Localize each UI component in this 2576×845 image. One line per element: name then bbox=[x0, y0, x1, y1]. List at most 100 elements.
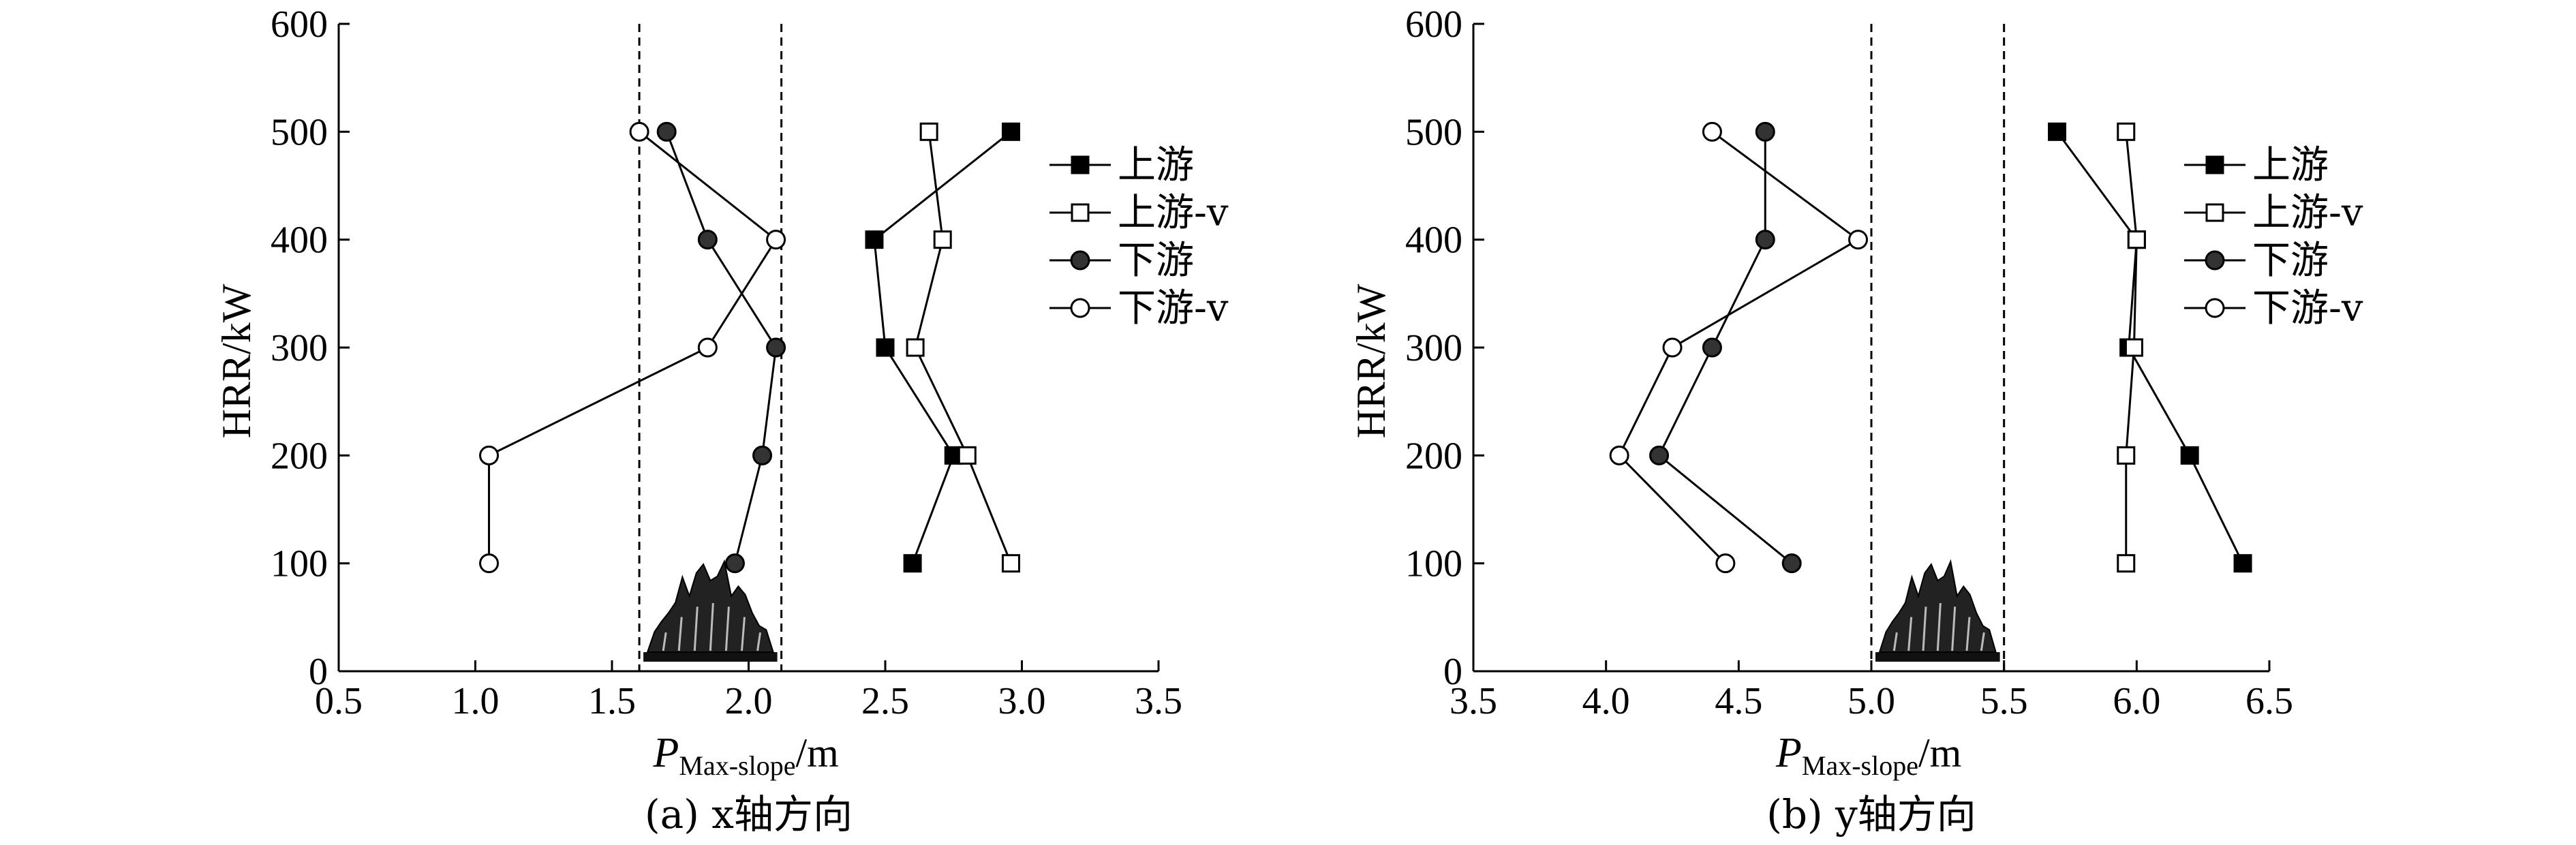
fire-flame-icon bbox=[1878, 559, 1997, 653]
fire-flame-icon bbox=[646, 559, 774, 653]
y-tick-label: 100 bbox=[271, 543, 328, 585]
series-line bbox=[1618, 131, 1860, 564]
x-axis-title-sub: Max-slope bbox=[1802, 750, 1918, 781]
legend-marker bbox=[2205, 203, 2224, 222]
x-tick-label: 6.5 bbox=[2245, 680, 2293, 722]
fire-streak bbox=[1965, 617, 1971, 651]
legend-marker bbox=[1071, 203, 1090, 222]
legend-label: 下游 bbox=[2252, 239, 2329, 283]
x-tick-label: 3.0 bbox=[998, 680, 1046, 722]
data-point bbox=[2233, 554, 2252, 573]
data-point bbox=[903, 554, 922, 573]
series-3 bbox=[1609, 121, 1869, 574]
data-point bbox=[1609, 445, 1629, 465]
fire-streak bbox=[1936, 602, 1942, 651]
series-line bbox=[873, 131, 1012, 564]
legend-marker bbox=[1071, 155, 1090, 174]
series-1 bbox=[2117, 122, 2146, 573]
data-point bbox=[697, 230, 718, 250]
y-tick-label: 500 bbox=[271, 111, 328, 153]
data-point bbox=[1649, 445, 1670, 465]
legend-marker bbox=[1070, 250, 1090, 271]
x-tick-label: 3.5 bbox=[1135, 680, 1182, 722]
legend-label: 下游-v bbox=[1118, 286, 1229, 331]
series-2 bbox=[656, 121, 786, 574]
fire-streak bbox=[1907, 617, 1913, 651]
x-tick-label: 5.5 bbox=[1980, 680, 2028, 722]
legend-marker bbox=[2205, 155, 2224, 174]
fire-base bbox=[1875, 652, 2000, 662]
data-point bbox=[1662, 337, 1683, 358]
data-point bbox=[2180, 446, 2199, 465]
data-point bbox=[865, 230, 884, 249]
panel-caption: (b) y轴方向 bbox=[1766, 791, 1976, 838]
x-axis-title-sub: Max-slope bbox=[679, 750, 795, 781]
data-point bbox=[1715, 553, 1736, 574]
y-tick-label: 600 bbox=[1405, 3, 1462, 46]
fire-streak bbox=[677, 617, 683, 651]
fire-streak bbox=[740, 617, 746, 651]
series-line bbox=[488, 131, 778, 564]
data-point bbox=[2124, 338, 2143, 357]
legend-label: 上游-v bbox=[2252, 191, 2363, 235]
data-point bbox=[629, 121, 649, 142]
data-point bbox=[2117, 122, 2136, 141]
y-tick-label: 200 bbox=[1405, 435, 1462, 477]
x-axis-title-var: P bbox=[653, 730, 679, 776]
y-tick-label: 200 bbox=[271, 435, 328, 477]
data-point bbox=[957, 446, 977, 465]
fire-streak bbox=[1922, 606, 1927, 651]
x-axis-title: PMax-slope/m bbox=[1775, 730, 1961, 781]
y-tick-label: 0 bbox=[309, 651, 328, 693]
y-tick-label: 500 bbox=[1405, 111, 1462, 153]
data-point bbox=[919, 122, 938, 141]
y-tick-label: 300 bbox=[271, 327, 328, 369]
series-0 bbox=[2048, 122, 2252, 573]
x-tick-label: 3.5 bbox=[1450, 680, 1497, 722]
y-tick-label: 400 bbox=[1405, 219, 1462, 262]
data-point bbox=[1848, 230, 1869, 250]
x-tick-label: 2.0 bbox=[725, 680, 773, 722]
data-point bbox=[2117, 446, 2136, 465]
data-point bbox=[2048, 122, 2067, 141]
data-point bbox=[2117, 554, 2136, 573]
y-tick-label: 300 bbox=[1405, 327, 1462, 369]
fire-streak bbox=[1892, 632, 1898, 651]
series-3 bbox=[479, 121, 786, 574]
data-point bbox=[479, 445, 500, 465]
fire-streak bbox=[662, 632, 667, 651]
y-axis-title: HRR/kW bbox=[214, 283, 259, 438]
data-point bbox=[1781, 553, 1802, 574]
series-0 bbox=[865, 122, 1020, 573]
y-tick-label: 0 bbox=[1443, 651, 1462, 693]
legend-marker bbox=[2205, 250, 2225, 271]
legend-marker bbox=[2205, 298, 2225, 318]
fire-streak bbox=[1980, 632, 1985, 651]
legend-label: 上游 bbox=[1118, 143, 1194, 187]
data-point bbox=[766, 337, 786, 358]
fire-streak bbox=[1951, 606, 1957, 651]
x-tick-label: 2.5 bbox=[861, 680, 909, 722]
series-line bbox=[2056, 131, 2244, 564]
data-point bbox=[1001, 554, 1020, 573]
x-tick-label: 1.0 bbox=[452, 680, 500, 722]
x-axis-title-unit: /m bbox=[795, 731, 838, 775]
data-point bbox=[1755, 230, 1775, 250]
data-point bbox=[656, 121, 677, 142]
x-axis-title-unit: /m bbox=[1918, 731, 1961, 775]
legend-label: 上游-v bbox=[1118, 191, 1229, 235]
panel-b: 3.5 4.0 4.5 5.0 5.5 6.0 6.5 0 100 200 300 400 500 600… bbox=[1349, 3, 2363, 838]
x-tick-label: 6.0 bbox=[2113, 680, 2160, 722]
data-point bbox=[1001, 122, 1020, 141]
x-tick-label: 1.5 bbox=[588, 680, 636, 722]
fire-streak bbox=[756, 632, 762, 651]
data-point bbox=[752, 445, 773, 465]
x-tick-label: 4.0 bbox=[1582, 680, 1630, 722]
data-point bbox=[906, 338, 925, 357]
data-point bbox=[1702, 337, 1722, 358]
data-point bbox=[933, 230, 952, 249]
data-point bbox=[766, 230, 786, 250]
x-axis-title-var: P bbox=[1775, 730, 1802, 776]
x-tick-label: 4.5 bbox=[1715, 680, 1762, 722]
panel-a: 0.5 1.0 1.5 2.0 2.5 3.0 3.5 0 100 200 300 400 500 600… bbox=[214, 3, 1229, 838]
